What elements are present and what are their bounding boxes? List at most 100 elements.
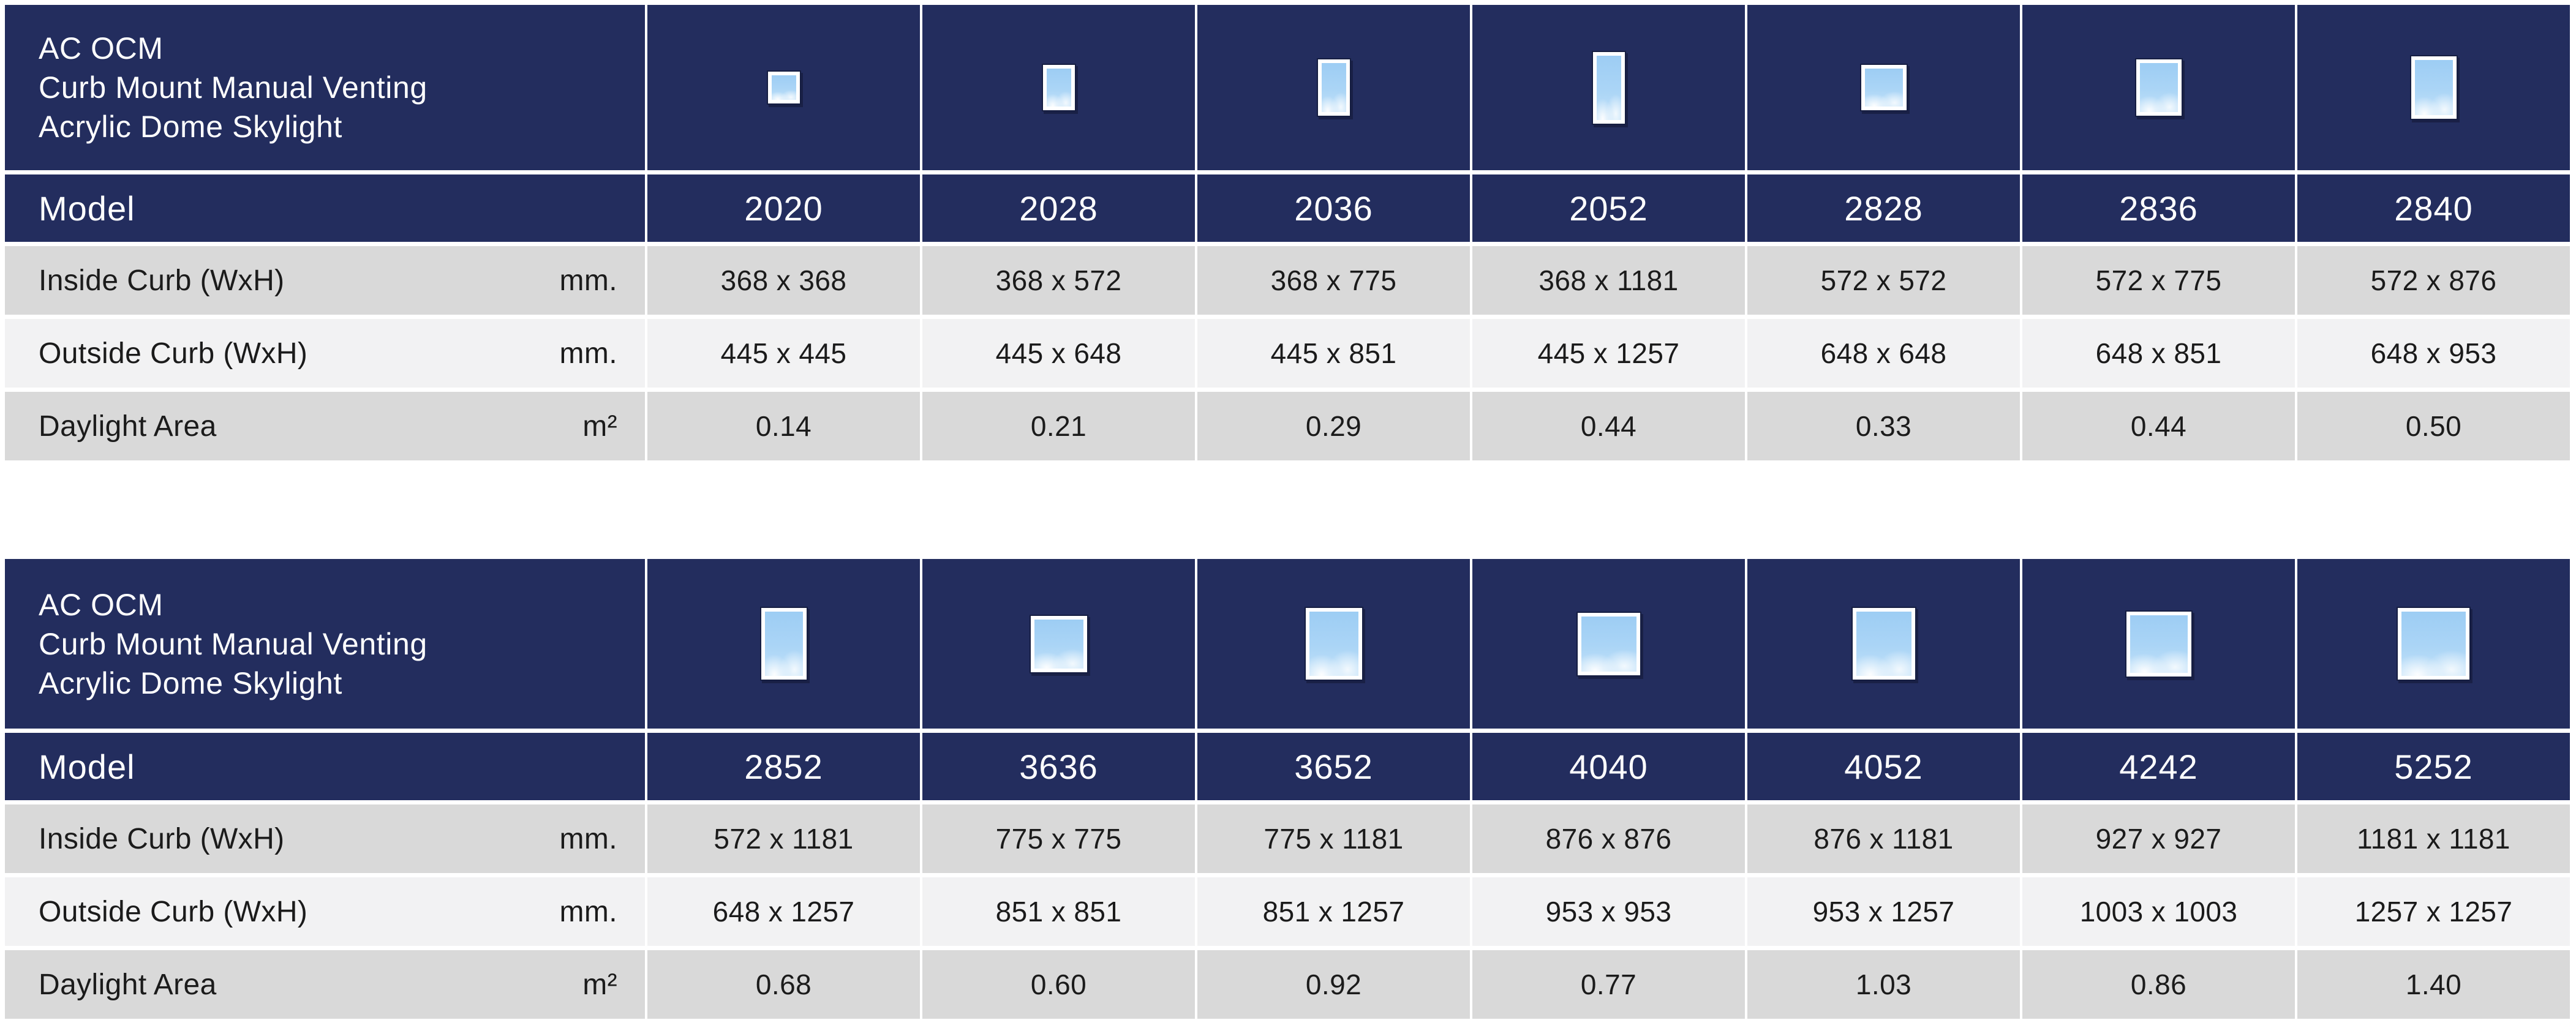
model-number-cell: 5252 bbox=[2297, 733, 2570, 800]
table-title-cell: AC OCM Curb Mount Manual Venting Acrylic D… bbox=[5, 559, 645, 729]
row-unit: mm. bbox=[559, 337, 617, 370]
inside-curb-value-cell: 368 x 1181 bbox=[1472, 246, 1745, 315]
row-label-cell: Daylight Area m² bbox=[5, 392, 645, 460]
daylight-area-value-cell: 0.60 bbox=[922, 950, 1195, 1019]
sky-fill bbox=[2139, 63, 2178, 112]
sky-fill bbox=[2414, 60, 2453, 115]
row-label: Inside Curb (WxH) bbox=[39, 264, 285, 297]
skylight-thumbnail-cell bbox=[2297, 559, 2570, 729]
skylight-thumbnail-cell bbox=[1747, 559, 2020, 729]
row-label-cell: Inside Curb (WxH) mm. bbox=[5, 804, 645, 873]
model-number-cell: 4052 bbox=[1747, 733, 2020, 800]
model-number-cell: 3652 bbox=[1197, 733, 1470, 800]
inside-curb-value-cell: 1181 x 1181 bbox=[2297, 804, 2570, 873]
row-label: Daylight Area bbox=[39, 968, 217, 1001]
inside-curb-value-cell: 876 x 1181 bbox=[1747, 804, 2020, 873]
row-unit: mm. bbox=[559, 264, 617, 297]
sky-fill bbox=[2130, 615, 2188, 673]
outside-curb-value-cell: 445 x 851 bbox=[1197, 319, 1470, 388]
skylight-top-view-icon bbox=[759, 607, 808, 681]
daylight-area-value-cell: 0.14 bbox=[647, 392, 920, 460]
outside-curb-value-cell: 1257 x 1257 bbox=[2297, 877, 2570, 946]
daylight-area-value-cell: 0.33 bbox=[1747, 392, 2020, 460]
inside-curb-value-cell: 368 x 368 bbox=[647, 246, 920, 315]
daylight-area-value-cell: 0.21 bbox=[922, 392, 1195, 460]
row-label-cell: Outside Curb (WxH) mm. bbox=[5, 319, 645, 388]
outside-curb-value-cell: 445 x 1257 bbox=[1472, 319, 1745, 388]
table-title-line: Curb Mount Manual Venting bbox=[39, 70, 427, 105]
inside-curb-value-cell: 572 x 572 bbox=[1747, 246, 2020, 315]
outside-curb-value-cell: 953 x 953 bbox=[1472, 877, 1745, 946]
skylight-top-view-icon bbox=[1041, 64, 1076, 111]
model-number-cell: 2852 bbox=[647, 733, 920, 800]
skylight-top-view-icon bbox=[1591, 50, 1626, 125]
model-row-label-cell: Model bbox=[5, 733, 645, 800]
table-title-line: AC OCM bbox=[39, 587, 164, 622]
inside-curb-value-cell: 572 x 876 bbox=[2297, 246, 2570, 315]
row-unit: mm. bbox=[559, 895, 617, 928]
row-label: Daylight Area bbox=[39, 410, 217, 443]
skylight-top-view-icon bbox=[2125, 610, 2193, 678]
inside-curb-value-cell: 368 x 775 bbox=[1197, 246, 1470, 315]
outside-curb-value-cell: 648 x 851 bbox=[2022, 319, 2295, 388]
table-title-line: AC OCM bbox=[39, 31, 164, 66]
skylight-top-view-icon bbox=[2134, 58, 2183, 117]
inside-curb-value-cell: 927 x 927 bbox=[2022, 804, 2295, 873]
inside-curb-value-cell: 572 x 775 bbox=[2022, 246, 2295, 315]
daylight-area-value-cell: 0.68 bbox=[647, 950, 920, 1019]
inside-curb-value-cell: 775 x 1181 bbox=[1197, 804, 1470, 873]
skylight-thumbnail-cell bbox=[2022, 5, 2295, 170]
model-number-cell: 2036 bbox=[1197, 174, 1470, 242]
model-number-cell: 2028 bbox=[922, 174, 1195, 242]
daylight-area-value-cell: 0.29 bbox=[1197, 392, 1470, 460]
sky-fill bbox=[1309, 612, 1358, 676]
sky-fill bbox=[1321, 63, 1346, 112]
row-label-cell: Outside Curb (WxH) mm. bbox=[5, 877, 645, 946]
sky-fill bbox=[1581, 616, 1636, 672]
spec-table-2: AC OCM Curb Mount Manual Venting Acrylic D… bbox=[5, 559, 2570, 1019]
sky-fill bbox=[764, 612, 803, 676]
outside-curb-value-cell: 648 x 1257 bbox=[647, 877, 920, 946]
sky-fill bbox=[1034, 619, 1083, 669]
daylight-area-value-cell: 0.86 bbox=[2022, 950, 2295, 1019]
skylight-thumbnail-cell bbox=[922, 5, 1195, 170]
model-number-cell: 3636 bbox=[922, 733, 1195, 800]
table-title: AC OCM Curb Mount Manual Venting Acrylic D… bbox=[39, 29, 427, 146]
daylight-area-value-cell: 0.77 bbox=[1472, 950, 1745, 1019]
row-label-cell: Inside Curb (WxH) mm. bbox=[5, 246, 645, 315]
outside-curb-value-cell: 851 x 1257 bbox=[1197, 877, 1470, 946]
skylight-top-view-icon bbox=[1851, 607, 1916, 681]
inside-curb-value-cell: 775 x 775 bbox=[922, 804, 1195, 873]
row-label: Inside Curb (WxH) bbox=[39, 822, 285, 855]
daylight-area-value-cell: 0.44 bbox=[1472, 392, 1745, 460]
skylight-top-view-icon bbox=[1316, 58, 1351, 117]
model-number-cell: 2052 bbox=[1472, 174, 1745, 242]
skylight-top-view-icon bbox=[766, 70, 801, 105]
model-row-label-cell: Model bbox=[5, 174, 645, 242]
inside-curb-value-cell: 876 x 876 bbox=[1472, 804, 1745, 873]
skylight-thumbnail-cell bbox=[2022, 559, 2295, 729]
model-row-label: Model bbox=[39, 747, 135, 786]
daylight-area-value-cell: 1.40 bbox=[2297, 950, 2570, 1019]
row-unit: m² bbox=[582, 968, 617, 1001]
row-unit: m² bbox=[582, 410, 617, 443]
model-number-cell: 2840 bbox=[2297, 174, 2570, 242]
outside-curb-value-cell: 445 x 648 bbox=[922, 319, 1195, 388]
skylight-top-view-icon bbox=[2397, 607, 2471, 681]
outside-curb-value-cell: 851 x 851 bbox=[922, 877, 1195, 946]
skylight-top-view-icon bbox=[1576, 611, 1641, 677]
skylight-top-view-icon bbox=[1859, 64, 1908, 111]
daylight-area-value-cell: 0.92 bbox=[1197, 950, 1470, 1019]
table-title-cell: AC OCM Curb Mount Manual Venting Acrylic D… bbox=[5, 5, 645, 170]
model-number-cell: 4242 bbox=[2022, 733, 2295, 800]
skylight-thumbnail-cell bbox=[922, 559, 1195, 729]
skylight-top-view-icon bbox=[1029, 614, 1088, 673]
inside-curb-value-cell: 368 x 572 bbox=[922, 246, 1195, 315]
row-label-cell: Daylight Area m² bbox=[5, 950, 645, 1019]
skylight-top-view-icon bbox=[1304, 607, 1363, 681]
row-unit: mm. bbox=[559, 822, 617, 855]
skylight-thumbnail-cell bbox=[1197, 559, 1470, 729]
model-number-cell: 2020 bbox=[647, 174, 920, 242]
skylight-thumbnail-cell bbox=[2297, 5, 2570, 170]
model-number-cell: 2836 bbox=[2022, 174, 2295, 242]
